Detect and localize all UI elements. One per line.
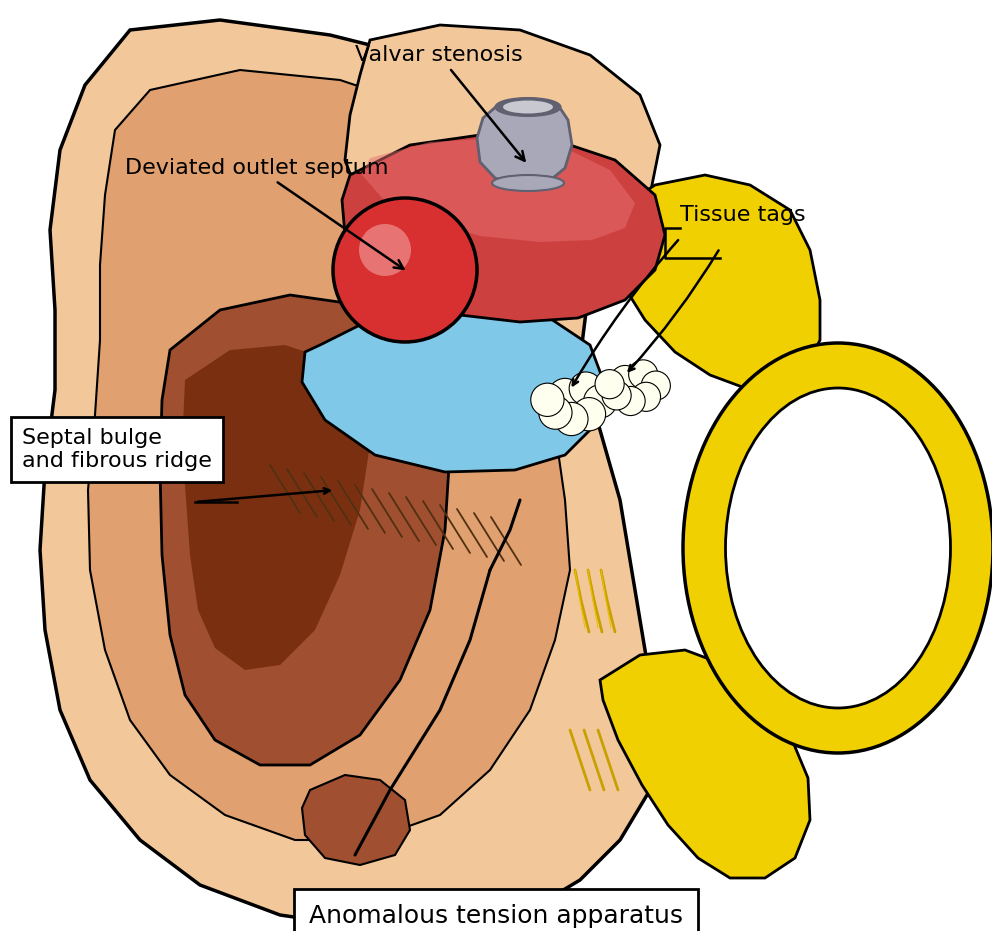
Circle shape (539, 396, 572, 429)
Ellipse shape (495, 98, 560, 116)
Circle shape (572, 398, 606, 431)
Circle shape (569, 372, 602, 405)
Polygon shape (302, 300, 605, 472)
Text: Anomalous tension apparatus: Anomalous tension apparatus (309, 904, 683, 928)
Text: Deviated outlet septum: Deviated outlet septum (125, 158, 404, 269)
Polygon shape (345, 25, 660, 260)
Polygon shape (477, 105, 572, 185)
Polygon shape (88, 70, 570, 840)
Circle shape (610, 366, 640, 395)
Polygon shape (302, 775, 410, 865)
Circle shape (595, 370, 624, 398)
Text: Tissue tags: Tissue tags (680, 205, 806, 225)
Circle shape (616, 386, 645, 415)
Polygon shape (342, 135, 665, 322)
Text: Valvar stenosis: Valvar stenosis (355, 45, 525, 161)
Polygon shape (160, 295, 450, 765)
Circle shape (632, 383, 661, 412)
Polygon shape (183, 345, 370, 670)
Ellipse shape (503, 101, 553, 114)
Polygon shape (600, 650, 810, 878)
Circle shape (629, 360, 658, 389)
Circle shape (549, 378, 581, 412)
Circle shape (531, 384, 564, 416)
Ellipse shape (683, 343, 992, 753)
Text: Septal bulge
and fibrous ridge: Septal bulge and fibrous ridge (22, 428, 212, 471)
Circle shape (359, 224, 411, 276)
Circle shape (602, 381, 631, 410)
Polygon shape (362, 138, 635, 242)
Circle shape (333, 198, 477, 342)
Ellipse shape (725, 388, 950, 708)
Circle shape (583, 385, 617, 418)
Circle shape (555, 402, 588, 436)
Circle shape (641, 371, 671, 400)
Polygon shape (608, 175, 820, 388)
Ellipse shape (492, 175, 564, 191)
Polygon shape (40, 20, 660, 928)
